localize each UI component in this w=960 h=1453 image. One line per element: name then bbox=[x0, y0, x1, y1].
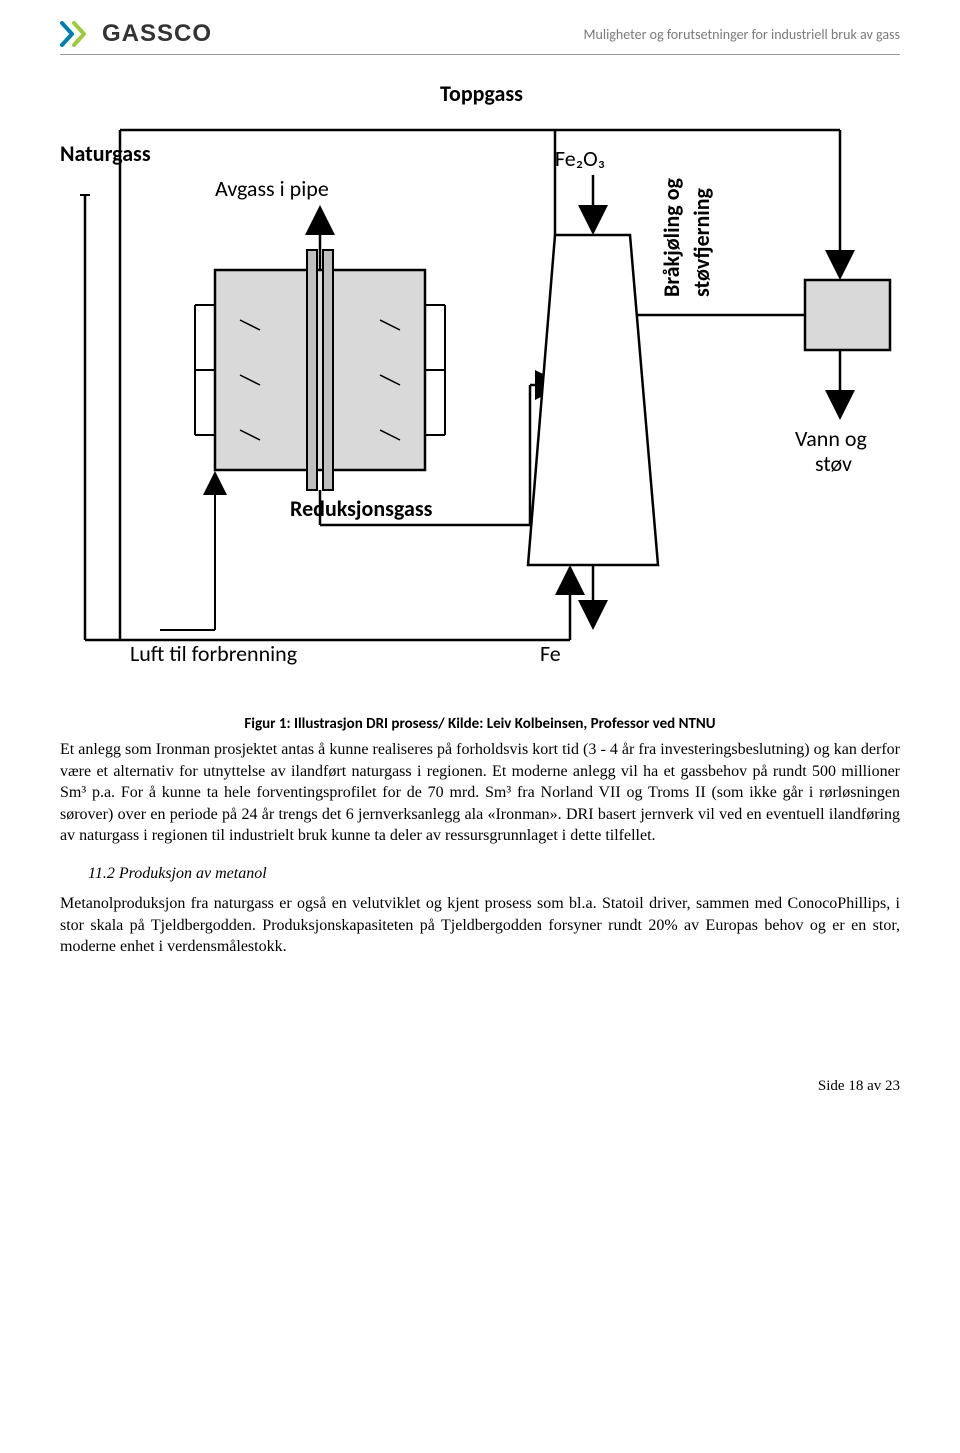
paragraph-2: Metanolproduksjon fra naturgass er også … bbox=[60, 893, 900, 958]
label-toppgass: Toppgass bbox=[440, 80, 523, 107]
document-title: Muligheter og forutsetninger for industr… bbox=[584, 26, 900, 43]
label-stov: støv bbox=[815, 450, 852, 477]
paragraph-1: Et anlegg som Ironman prosjektet antas å… bbox=[60, 739, 900, 847]
process-diagram: Toppgass Naturgass Avgass i pipe Fe₂O₃ B… bbox=[60, 75, 900, 695]
page-footer: Side 18 av 23 bbox=[60, 1078, 900, 1095]
label-fe2o3: Fe₂O₃ bbox=[555, 145, 605, 172]
label-luft: Luft til forbrenning bbox=[130, 640, 297, 667]
label-avgass: Avgass i pipe bbox=[215, 175, 329, 202]
label-stovfjerning: støvfjerning bbox=[688, 188, 715, 297]
label-vann: Vann og bbox=[795, 425, 867, 452]
section-heading: 11.2 Produksjon av metanol bbox=[88, 865, 900, 883]
page-header: GASSCO Muligheter og forutsetninger for … bbox=[60, 20, 900, 55]
logo-chevrons-icon bbox=[60, 21, 96, 47]
logo: GASSCO bbox=[60, 20, 212, 48]
label-reduksjonsgass: Reduksjonsgass bbox=[290, 495, 432, 522]
label-brakjoling: Bråkjøling og bbox=[658, 178, 685, 297]
label-fe: Fe bbox=[540, 640, 561, 667]
logo-text: GASSCO bbox=[102, 20, 212, 48]
diagram-svg bbox=[60, 75, 900, 695]
label-naturgass: Naturgass bbox=[60, 140, 151, 167]
figure-caption: Figur 1: Illustrasjon DRI prosess/ Kilde… bbox=[60, 715, 900, 733]
